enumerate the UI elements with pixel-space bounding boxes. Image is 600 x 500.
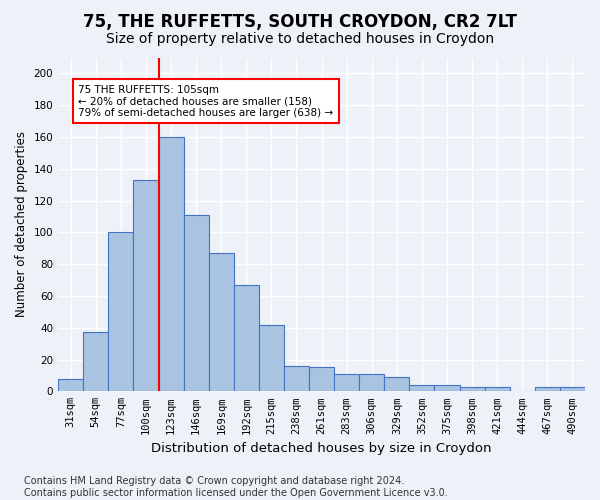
Bar [284, 366, 309, 392]
Bar [184, 215, 209, 392]
Bar [309, 368, 334, 392]
Bar [133, 180, 158, 392]
Bar [58, 378, 83, 392]
Bar [334, 374, 359, 392]
Text: 75 THE RUFFETTS: 105sqm
← 20% of detached houses are smaller (158)
79% of semi-d: 75 THE RUFFETTS: 105sqm ← 20% of detache… [78, 84, 334, 117]
Bar [434, 385, 460, 392]
Bar [535, 386, 560, 392]
Y-axis label: Number of detached properties: Number of detached properties [15, 132, 28, 318]
X-axis label: Distribution of detached houses by size in Croydon: Distribution of detached houses by size … [151, 442, 492, 455]
Bar [560, 386, 585, 392]
Bar [109, 232, 133, 392]
Bar [158, 137, 184, 392]
Bar [460, 386, 485, 392]
Bar [409, 385, 434, 392]
Bar [234, 285, 259, 392]
Bar [259, 324, 284, 392]
Bar [385, 377, 409, 392]
Bar [209, 253, 234, 392]
Bar [359, 374, 385, 392]
Text: Contains HM Land Registry data © Crown copyright and database right 2024.
Contai: Contains HM Land Registry data © Crown c… [24, 476, 448, 498]
Bar [485, 386, 510, 392]
Text: Size of property relative to detached houses in Croydon: Size of property relative to detached ho… [106, 32, 494, 46]
Bar [83, 332, 109, 392]
Text: 75, THE RUFFETTS, SOUTH CROYDON, CR2 7LT: 75, THE RUFFETTS, SOUTH CROYDON, CR2 7LT [83, 12, 517, 30]
